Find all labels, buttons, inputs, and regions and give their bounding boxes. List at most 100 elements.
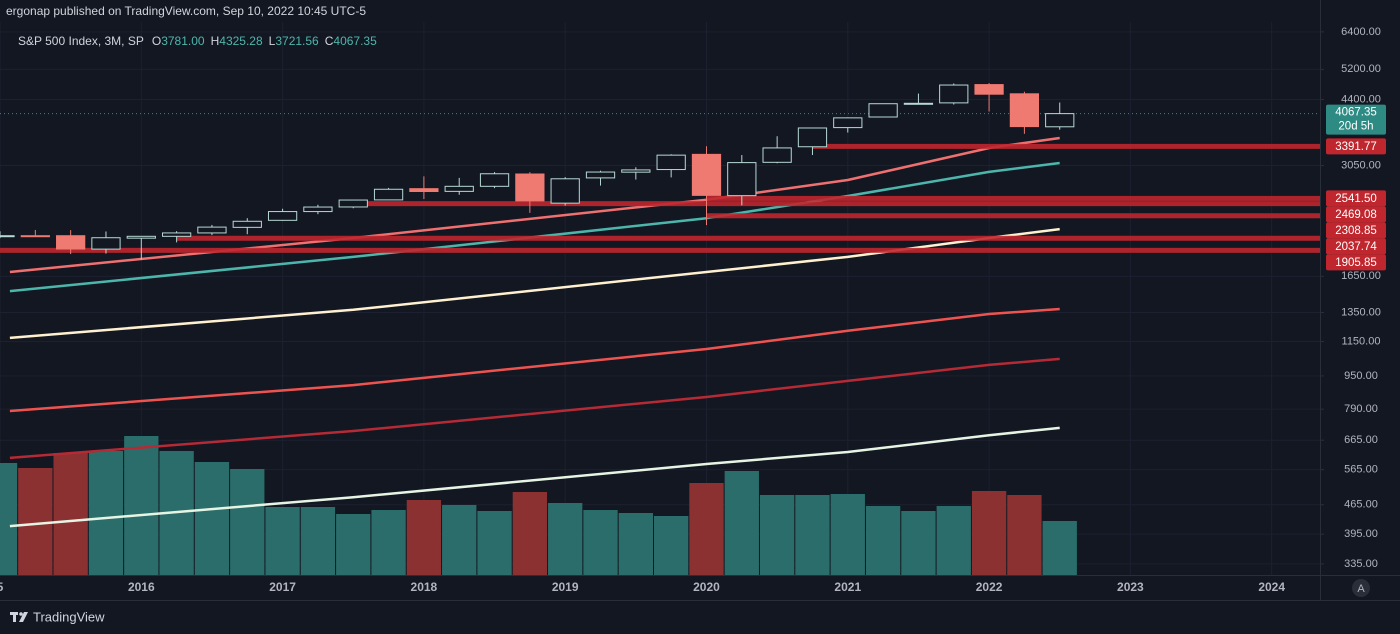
volume-bar <box>936 506 971 575</box>
volume-bar <box>548 503 583 575</box>
candle-body <box>197 226 227 234</box>
y-tick-label: 335.00 <box>1344 558 1378 570</box>
x-tick-label: 2020 <box>693 580 720 594</box>
volume-bar <box>0 463 18 575</box>
candle-body <box>868 103 898 118</box>
ohlc: O3781.00 H4325.28 L3721.56 C4067.35 <box>152 34 377 48</box>
ohlc-value: 4325.28 <box>219 34 263 48</box>
x-tick-label: 2017 <box>269 580 296 594</box>
volume-bar <box>230 469 265 575</box>
level-line <box>706 195 1320 201</box>
candle-body <box>833 117 863 129</box>
volume-bar <box>300 507 336 575</box>
y-tick-label: 665.00 <box>1344 434 1378 446</box>
level-label-box <box>1326 138 1386 155</box>
logo-stem <box>13 612 16 622</box>
candle-body <box>903 102 934 105</box>
candle-body <box>656 154 686 171</box>
candle-body <box>232 220 262 228</box>
y-tick-label: 950.00 <box>1344 370 1378 382</box>
y-tick-label: 565.00 <box>1344 464 1378 476</box>
ohlc-value: 3721.56 <box>275 34 319 48</box>
y-tick-label: 1350.00 <box>1341 306 1381 318</box>
volume-bar <box>406 500 442 575</box>
candle-body <box>585 171 616 179</box>
candles-layer <box>0 83 1075 260</box>
x-tick-label: 2021 <box>834 580 861 594</box>
candle-body <box>550 178 580 204</box>
auto-scale-button[interactable]: A <box>1352 579 1370 597</box>
x-tick-label: 2024 <box>1258 580 1285 594</box>
volume-bar <box>654 516 689 575</box>
legend: S&P 500 Index, 3M, SP O3781.00 H4325.28 L37… <box>18 34 377 48</box>
volume-bar <box>618 513 654 575</box>
ohlc-key: L <box>269 34 276 48</box>
x-tick-label: 2019 <box>552 580 579 594</box>
volume-bar <box>18 468 53 575</box>
volume-bar <box>442 505 477 575</box>
moving-average <box>9 161 1060 293</box>
auto-scale-circle[interactable] <box>1352 579 1370 597</box>
candle-body <box>691 153 722 196</box>
level-line <box>176 235 1320 241</box>
countdown: 20d 5h <box>1338 121 1373 133</box>
brand-logo[interactable]: TradingView <box>10 609 105 624</box>
price-labels: 4067.35 20d 5h 3391.77 2541.50 2469.08 2308.8… <box>1326 104 1386 271</box>
y-tick-label: 1650.00 <box>1341 270 1381 282</box>
level-line <box>0 247 1320 253</box>
level-label-box <box>1326 206 1386 223</box>
volume-bar <box>194 462 230 575</box>
publisher: ergonap published on TradingView.com, Se… <box>6 4 366 18</box>
level-label-box <box>1326 238 1386 255</box>
volume-layer <box>0 436 1077 575</box>
volume-bar <box>512 492 548 575</box>
auto-scale-label[interactable]: A <box>1357 583 1365 595</box>
ohlc-value: 4067.35 <box>333 34 377 48</box>
candle-body <box>267 211 298 221</box>
volume-bar <box>759 495 795 575</box>
candle-body <box>126 235 156 239</box>
last-price-label: 4067.35 <box>1335 107 1377 119</box>
volume-bar <box>371 510 406 575</box>
volume-bar <box>1007 495 1042 575</box>
level-line <box>706 213 1320 219</box>
logo-slash <box>19 612 28 622</box>
x-tick-label: 5 <box>0 580 4 594</box>
volume-bar <box>1042 521 1077 575</box>
ohlc-key: O <box>152 34 161 48</box>
ohlc-value: 3781.00 <box>161 34 205 48</box>
ohlc-key: C <box>325 34 334 48</box>
volume-bar <box>88 451 124 575</box>
moving-average <box>9 357 1060 460</box>
levels-layer <box>0 113 1320 253</box>
x-tick-label: 2022 <box>976 580 1003 594</box>
volume-bar <box>830 494 865 575</box>
price-axis <box>1320 0 1400 600</box>
level-label: 2308.85 <box>1335 225 1377 237</box>
candle-body <box>762 147 792 163</box>
y-tick-label: 465.00 <box>1344 499 1378 511</box>
candle-body <box>20 235 50 238</box>
y-tick-label: 4400.00 <box>1341 93 1381 105</box>
volume-bar <box>583 510 618 575</box>
volume-bar <box>865 506 901 575</box>
candle-body <box>373 188 404 201</box>
y-tick-label: 395.00 <box>1344 528 1378 540</box>
volume-bar <box>689 483 724 575</box>
moving-average <box>9 426 1060 528</box>
axis-layer: 6400.00 5200.00 4400.00 3050.00 1650.00 1350.… <box>0 26 1381 594</box>
candle-body <box>515 173 545 202</box>
brand-name: TradingView <box>33 609 105 624</box>
candle-body <box>939 84 969 104</box>
candle-body <box>409 188 439 193</box>
candle-body <box>479 173 510 187</box>
level-label-box <box>1326 190 1386 207</box>
volume-bar <box>336 514 371 575</box>
candle-body <box>161 232 192 237</box>
x-tick-label: 2016 <box>128 580 155 594</box>
candle-body <box>444 185 474 192</box>
candle-body <box>797 127 828 148</box>
y-tick-label: 1150.00 <box>1342 335 1381 347</box>
volume-bar <box>124 436 159 575</box>
